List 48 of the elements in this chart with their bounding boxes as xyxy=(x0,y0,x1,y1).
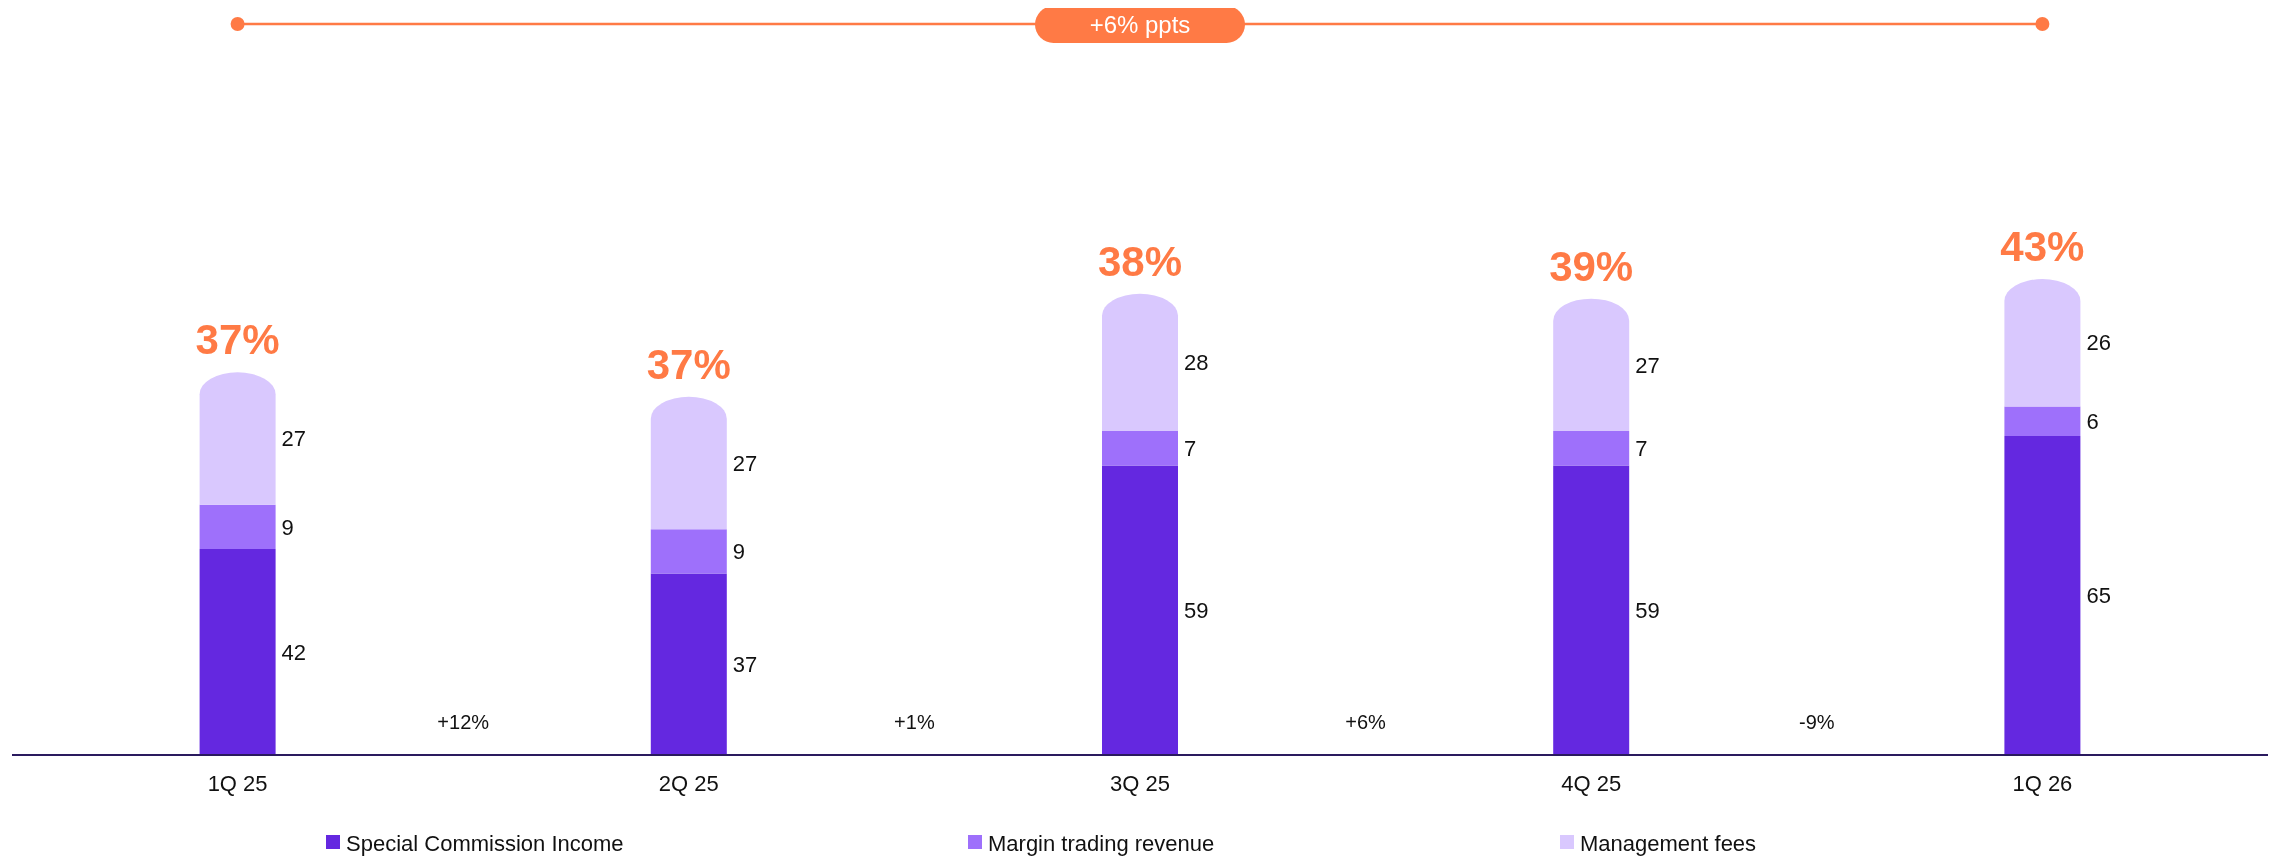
legend-label: Margin trading revenue xyxy=(988,830,1215,856)
data-label: 6 xyxy=(2086,409,2099,435)
bar xyxy=(1102,293,1178,432)
x-tick-label: 4Q 25 xyxy=(1561,771,1622,796)
data-label: 26 xyxy=(2086,330,2111,356)
annotation: 37% xyxy=(195,316,280,364)
bar xyxy=(650,573,727,755)
annotation: 37% xyxy=(646,340,731,388)
bar xyxy=(650,396,727,530)
x-tick-label: 1Q 26 xyxy=(2012,771,2073,796)
annotation: -9% xyxy=(1799,711,1835,733)
data-label: 65 xyxy=(2086,583,2111,609)
data-label: 9 xyxy=(732,539,746,565)
bar xyxy=(199,372,276,505)
bar xyxy=(1102,465,1178,755)
x-tick-label: 2Q 25 xyxy=(658,771,719,796)
data-label: 9 xyxy=(281,514,294,540)
bar xyxy=(2004,406,2081,437)
data-label: 37 xyxy=(732,651,758,677)
bar xyxy=(2004,436,2081,755)
legend-label: Management fees xyxy=(1580,830,1757,856)
bar xyxy=(1553,465,1630,755)
bar xyxy=(1553,431,1630,466)
legend-label: Special Commission Income xyxy=(346,830,624,856)
annotation: +6% xyxy=(1345,711,1387,733)
bar xyxy=(1102,431,1178,466)
data-label: 27 xyxy=(732,450,758,476)
annotation: 39% xyxy=(1549,242,1634,290)
data-label: 28 xyxy=(1184,350,1209,376)
bar xyxy=(650,529,727,574)
text: 43% xyxy=(2000,223,2085,270)
bar xyxy=(199,504,276,549)
text: +6% ppts xyxy=(1089,11,1191,39)
annotation: 38% xyxy=(1097,237,1183,285)
bar xyxy=(2004,279,2081,407)
data-label: 42 xyxy=(281,639,307,665)
annotation: +12% xyxy=(437,711,490,733)
data-label: 7 xyxy=(1635,436,1648,461)
data-label: 27 xyxy=(1635,352,1660,378)
data-label: 27 xyxy=(281,426,307,452)
data-label: 59 xyxy=(1184,597,1209,623)
x-tick-label: 1Q 25 xyxy=(207,771,268,796)
data-label: 59 xyxy=(1635,597,1660,623)
bar xyxy=(199,548,276,755)
bar xyxy=(1553,298,1630,432)
x-tick-label: 3Q 25 xyxy=(1110,771,1170,796)
annotation: +1% xyxy=(894,711,935,733)
data-label: 7 xyxy=(1184,436,1197,461)
